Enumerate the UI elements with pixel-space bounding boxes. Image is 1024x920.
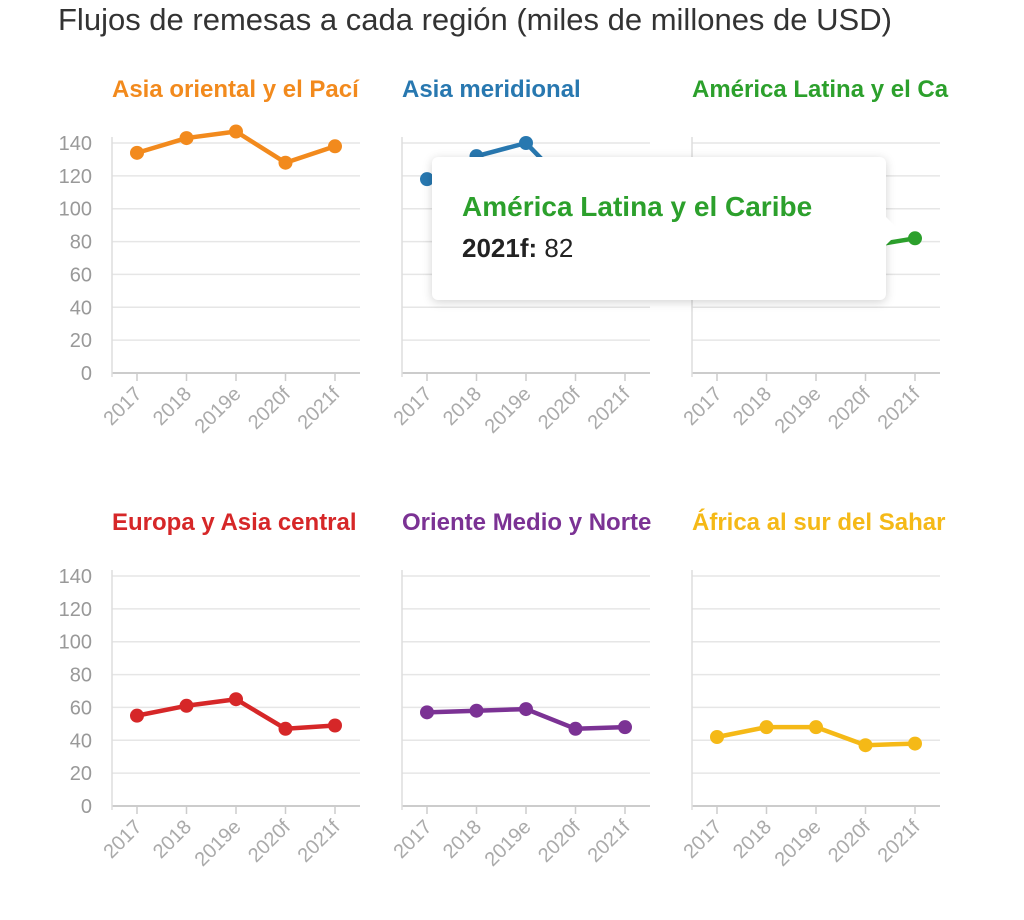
x-tick-label: 2019e	[771, 816, 826, 871]
x-tick-label: 2018	[439, 383, 486, 430]
data-point	[809, 720, 823, 735]
panel-title: América Latina y el Ca	[692, 76, 949, 103]
x-tick-label: 2018	[149, 383, 196, 430]
x-tick-label: 2019e	[481, 816, 536, 871]
data-point	[568, 721, 583, 736]
x-tick-label: 2020f	[824, 816, 875, 867]
x-tick-label: 2020f	[824, 383, 875, 434]
data-point	[328, 139, 342, 154]
data-point	[908, 231, 922, 246]
panel-title: Asia oriental y el Pací	[112, 76, 360, 103]
x-tick-label: 2017	[100, 383, 147, 430]
y-tick-label: 120	[59, 599, 92, 621]
y-tick-label: 80	[70, 232, 92, 254]
panel-title: Europa y Asia central	[112, 509, 357, 536]
y-tick-label: 100	[59, 632, 92, 654]
x-tick-label: 2018	[439, 816, 486, 863]
panel-title: Asia meridional	[402, 76, 581, 103]
data-point	[519, 702, 533, 717]
x-tick-label: 2021f	[294, 383, 345, 434]
tooltip-value: 82	[544, 233, 574, 263]
x-tick-label: 2017	[680, 816, 727, 863]
x-tick-label: 2020f	[244, 383, 295, 434]
tooltip-title: América Latina y el Caribe	[462, 191, 813, 222]
page-title: Flujos de remesas a cada región (miles d…	[58, 2, 892, 37]
data-point	[179, 131, 194, 146]
y-tick-label: 120	[59, 166, 92, 188]
data-point	[229, 692, 243, 707]
data-point	[328, 718, 342, 733]
y-tick-label: 20	[70, 763, 92, 785]
data-point	[519, 136, 533, 150]
data-point	[858, 738, 873, 753]
x-tick-label: 2019e	[191, 816, 246, 871]
x-tick-label: 2017	[680, 383, 727, 430]
x-tick-label: 2017	[390, 816, 437, 863]
data-point	[179, 698, 194, 713]
x-tick-label: 2021f	[584, 383, 635, 434]
x-tick-label: 2021f	[584, 816, 635, 867]
data-point	[278, 155, 293, 170]
x-tick-label: 2021f	[874, 816, 925, 867]
x-tick-label: 2017	[100, 816, 147, 863]
hover-tooltip: América Latina y el Caribe 2021f: 82	[432, 157, 900, 300]
x-tick-label: 2020f	[534, 816, 585, 867]
y-tick-label: 40	[70, 297, 92, 319]
data-point	[618, 720, 632, 735]
y-tick-label: 140	[59, 566, 92, 588]
data-point	[420, 705, 434, 720]
x-tick-label: 2019e	[481, 383, 536, 438]
x-tick-label: 2018	[729, 383, 776, 430]
y-tick-label: 40	[70, 730, 92, 752]
y-tick-label: 100	[59, 199, 92, 221]
data-point	[710, 730, 724, 744]
data-point	[420, 172, 434, 187]
y-tick-label: 60	[70, 697, 92, 719]
x-tick-label: 2021f	[294, 816, 345, 867]
data-point	[130, 145, 144, 160]
x-tick-label: 2019e	[191, 383, 246, 438]
y-tick-label: 140	[59, 133, 92, 155]
x-tick-label: 2020f	[534, 383, 585, 434]
y-tick-label: 0	[81, 363, 92, 385]
x-tick-label: 2021f	[874, 383, 925, 434]
panel-title: África al sur del Sahar	[692, 508, 945, 536]
panel-title: Oriente Medio y Norte	[402, 509, 651, 536]
y-tick-label: 20	[70, 330, 92, 352]
x-tick-label: 2017	[390, 383, 437, 430]
data-point	[469, 703, 484, 718]
x-tick-label: 2018	[729, 816, 776, 863]
x-tick-label: 2018	[149, 816, 196, 863]
y-tick-label: 80	[70, 665, 92, 687]
data-point	[278, 721, 293, 736]
tooltip-label: 2021f:	[462, 233, 538, 263]
x-tick-label: 2020f	[244, 816, 295, 867]
x-tick-label: 2019e	[771, 383, 826, 438]
y-tick-label: 60	[70, 264, 92, 286]
data-point	[759, 720, 774, 735]
data-point	[130, 708, 144, 723]
tooltip-value-line: 2021f: 82	[462, 233, 856, 264]
data-point	[908, 736, 922, 751]
y-tick-label: 0	[81, 796, 92, 818]
data-point	[229, 124, 243, 139]
